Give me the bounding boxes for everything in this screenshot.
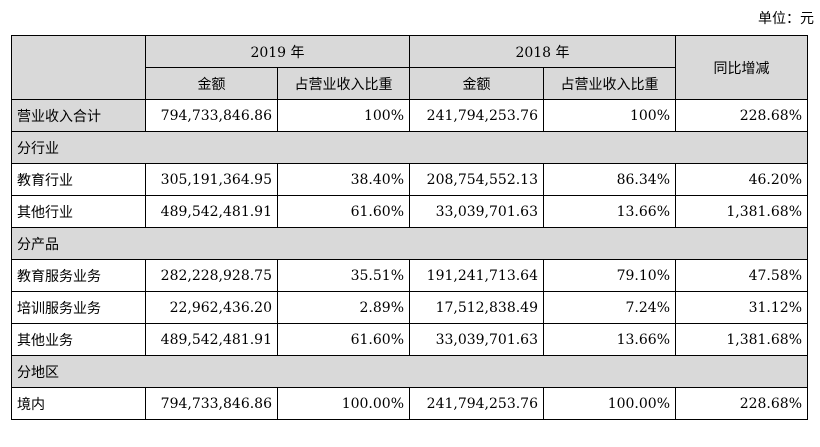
row-label: 其他业务 (11, 323, 146, 356)
share-2019: 100% (277, 99, 410, 132)
header-share-2019: 占营业收入比重 (277, 67, 410, 100)
header-yoy: 同比增减 (675, 35, 808, 100)
revenue-table: 2019 年 2018 年 同比增减 金额 占营业收入比重 金额 占营业收入比重… (11, 35, 808, 420)
share-2018: 7.24% (543, 291, 676, 324)
table-row: 其他业务 489,542,481.91 61.60% 33,039,701.63 13.… (11, 323, 808, 356)
header-row-years: 2019 年 2018 年 同比增减 (11, 35, 808, 100)
row-label: 教育服务业务 (11, 259, 146, 292)
share-2018: 13.66% (543, 195, 676, 228)
header-year-2018: 2018 年 (409, 35, 676, 68)
amount-2019: 282,228,928.75 (145, 259, 278, 292)
yoy-change: 1,381.68% (675, 323, 808, 356)
table-row: 培训服务业务 22,962,436.20 2.89% 17,512,838.49 7.2… (11, 291, 808, 324)
row-label: 教育行业 (11, 163, 146, 196)
share-2018: 100.00% (543, 387, 676, 420)
yoy-change: 228.68% (675, 99, 808, 132)
header-amount-2019: 金额 (145, 67, 278, 100)
amount-2019: 489,542,481.91 (145, 323, 278, 356)
amount-2018: 241,794,253.76 (409, 99, 544, 132)
header-amount-2018: 金额 (409, 67, 544, 100)
amount-2018: 33,039,701.63 (409, 195, 544, 228)
row-label: 营业收入合计 (11, 99, 146, 132)
table-row: 教育行业 305,191,364.95 38.40% 208,754,552.13 86… (11, 163, 808, 196)
row-label: 培训服务业务 (11, 291, 146, 324)
section-title: 分行业 (11, 131, 808, 164)
section-header-row: 分地区 (11, 355, 808, 388)
section-title: 分地区 (11, 355, 808, 388)
header-share-2018: 占营业收入比重 (543, 67, 676, 100)
share-2018: 86.34% (543, 163, 676, 196)
unit-label: 单位：元 (758, 11, 814, 27)
share-2019: 38.40% (277, 163, 410, 196)
section-header-row: 分产品 (11, 227, 808, 260)
total-row: 营业收入合计 794,733,846.86 100% 241,794,253.7… (11, 99, 808, 132)
yoy-change: 31.12% (675, 291, 808, 324)
yoy-change: 228.68% (675, 387, 808, 420)
amount-2018: 17,512,838.49 (409, 291, 544, 324)
yoy-change: 47.58% (675, 259, 808, 292)
share-2018: 13.66% (543, 323, 676, 356)
table-row: 教育服务业务 282,228,928.75 35.51% 191,241,713.64… (11, 259, 808, 292)
section-header-row: 分行业 (11, 131, 808, 164)
table-row: 其他行业 489,542,481.91 61.60% 33,039,701.63 13.… (11, 195, 808, 228)
yoy-change: 46.20% (675, 163, 808, 196)
amount-2018: 208,754,552.13 (409, 163, 544, 196)
amount-2018: 191,241,713.64 (409, 259, 544, 292)
amount-2018: 33,039,701.63 (409, 323, 544, 356)
amount-2018: 241,794,253.76 (409, 387, 544, 420)
amount-2019: 794,733,846.86 (145, 387, 278, 420)
header-year-2019: 2019 年 (145, 35, 410, 68)
row-label: 其他行业 (11, 195, 146, 228)
row-label: 境内 (11, 387, 146, 420)
share-2019: 61.60% (277, 323, 410, 356)
amount-2019: 22,962,436.20 (145, 291, 278, 324)
share-2019: 2.89% (277, 291, 410, 324)
share-2019: 100.00% (277, 387, 410, 420)
amount-2019: 489,542,481.91 (145, 195, 278, 228)
amount-2019: 305,191,364.95 (145, 163, 278, 196)
header-blank-cell (11, 35, 146, 100)
share-2018: 100% (543, 99, 676, 132)
header-row-columns: 金额 占营业收入比重 金额 占营业收入比重 (12, 67, 808, 100)
amount-2019: 794,733,846.86 (145, 99, 278, 132)
share-2018: 79.10% (543, 259, 676, 292)
share-2019: 35.51% (277, 259, 410, 292)
table-row: 境内 794,733,846.86 100.00% 241,794,253.76 100… (11, 387, 808, 420)
share-2019: 61.60% (277, 195, 410, 228)
yoy-change: 1,381.68% (675, 195, 808, 228)
section-title: 分产品 (11, 227, 808, 260)
